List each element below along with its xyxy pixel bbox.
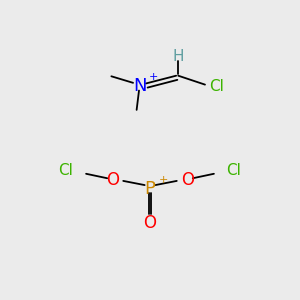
- Text: O: O: [106, 171, 119, 189]
- Text: N: N: [133, 77, 146, 95]
- Text: H: H: [172, 49, 184, 64]
- Text: P: P: [145, 180, 155, 198]
- Text: +: +: [159, 175, 168, 185]
- Text: Cl: Cl: [226, 163, 241, 178]
- Text: O: O: [181, 171, 194, 189]
- Text: +: +: [149, 72, 158, 82]
- Text: O: O: [143, 214, 157, 232]
- Text: Cl: Cl: [209, 79, 224, 94]
- Text: Cl: Cl: [58, 163, 73, 178]
